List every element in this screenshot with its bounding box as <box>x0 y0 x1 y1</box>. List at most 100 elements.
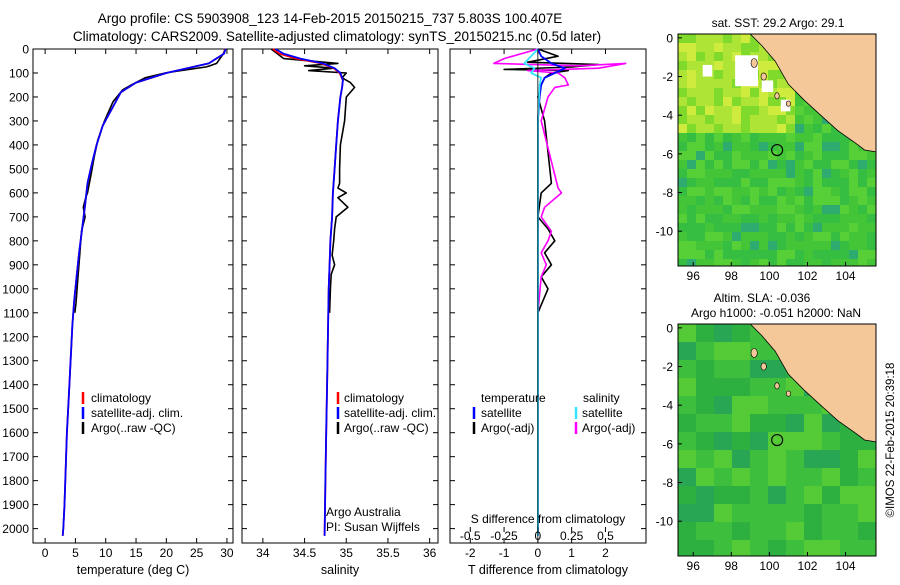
map-frame <box>677 323 877 557</box>
map-cell <box>696 34 705 43</box>
map-cell <box>750 241 759 250</box>
map-cell <box>705 187 714 196</box>
map-cell <box>696 133 705 142</box>
map-cell <box>777 232 786 241</box>
map-cell <box>840 259 849 266</box>
map-cell <box>714 160 723 169</box>
map-cell <box>678 88 687 97</box>
map-cell <box>732 432 750 450</box>
map-cell <box>732 468 750 486</box>
map-cell <box>768 450 786 468</box>
map-cell <box>750 196 759 205</box>
map-cell <box>849 232 858 241</box>
legend-label-argo: Argo(..raw -QC) <box>91 421 176 435</box>
map-cell <box>750 432 768 450</box>
map-cell <box>723 124 732 133</box>
map-cell <box>831 196 840 205</box>
depth-tick-label: 1300 <box>2 354 29 368</box>
temperature-axes <box>32 48 234 544</box>
map-cell <box>678 169 687 178</box>
map-cell <box>768 205 777 214</box>
map-cell <box>750 486 768 504</box>
lat-tick-label: -4 <box>662 399 673 413</box>
map-cell <box>849 151 858 160</box>
legend-label-climatology: climatology <box>344 391 404 405</box>
map-cell <box>795 205 804 214</box>
map-cell <box>678 450 696 468</box>
map-cell <box>759 160 768 169</box>
map-cell <box>750 43 759 52</box>
x-tick-label: 30 <box>220 546 234 560</box>
map-cell <box>831 259 840 266</box>
map-cell <box>696 396 714 414</box>
map-cell <box>804 414 822 432</box>
map-cell <box>741 259 750 266</box>
depth-tick-label: 700 <box>9 210 29 224</box>
map-cell <box>687 223 696 232</box>
map-cell <box>759 205 768 214</box>
map-cell <box>768 70 777 79</box>
x-tick-label: 2 <box>602 546 609 560</box>
map-cell <box>732 259 741 266</box>
map-cell <box>786 414 804 432</box>
map-cell <box>831 133 840 142</box>
map-cell <box>723 43 732 52</box>
legend-label-t-argo: Argo(-adj) <box>481 421 534 435</box>
map-cell <box>678 468 696 486</box>
map-cell <box>750 214 759 223</box>
map-cell <box>714 259 723 266</box>
map-cell <box>795 178 804 187</box>
island <box>760 362 767 371</box>
map-cell <box>804 133 813 142</box>
map-cell <box>813 223 822 232</box>
map-cell <box>786 142 795 151</box>
map-cell <box>732 160 741 169</box>
map-cell <box>840 142 849 151</box>
map-cell <box>678 250 687 259</box>
map-cell <box>777 151 786 160</box>
map-cell <box>777 196 786 205</box>
depth-tick-label: 300 <box>9 114 29 128</box>
map-cell <box>858 241 867 250</box>
map-cell <box>777 241 786 250</box>
map-cell <box>831 241 840 250</box>
map-cell <box>786 97 795 106</box>
map-cell <box>822 160 831 169</box>
map-cell <box>687 142 696 151</box>
salinity-axes <box>241 48 439 544</box>
map-cell <box>777 160 786 169</box>
map-cell <box>804 142 813 151</box>
map-cell <box>822 504 840 522</box>
map-cell <box>858 522 876 540</box>
legend-title-salinity: salinity <box>583 391 620 405</box>
top-tick-label: -0.25 <box>490 529 518 543</box>
map-cell <box>768 187 777 196</box>
x-tick-label: 10 <box>99 546 113 560</box>
depth-tick-label: 1900 <box>2 498 29 512</box>
map-cell <box>750 378 768 396</box>
depth-tick-label: 400 <box>9 138 29 152</box>
map-frame <box>677 33 877 267</box>
map-cell <box>822 223 831 232</box>
lat-tick-label: 0 <box>666 31 673 45</box>
lon-tick-label: 96 <box>687 269 701 283</box>
map-cell <box>786 178 795 187</box>
map-cell <box>750 259 759 266</box>
map-cell <box>714 88 723 97</box>
map-cell <box>714 70 723 79</box>
map-cell <box>804 486 822 504</box>
map-cell <box>714 450 732 468</box>
map-cell <box>723 106 732 115</box>
map-cell <box>678 396 696 414</box>
map-cell <box>678 151 687 160</box>
map-cell <box>732 241 741 250</box>
map-cell <box>822 214 831 223</box>
map-cell <box>732 169 741 178</box>
map-cell <box>750 223 759 232</box>
map-cell <box>732 450 750 468</box>
map-cell <box>831 205 840 214</box>
map-cell <box>696 241 705 250</box>
map-cell <box>849 160 858 169</box>
map-cell <box>678 378 696 396</box>
map-cell <box>795 232 804 241</box>
